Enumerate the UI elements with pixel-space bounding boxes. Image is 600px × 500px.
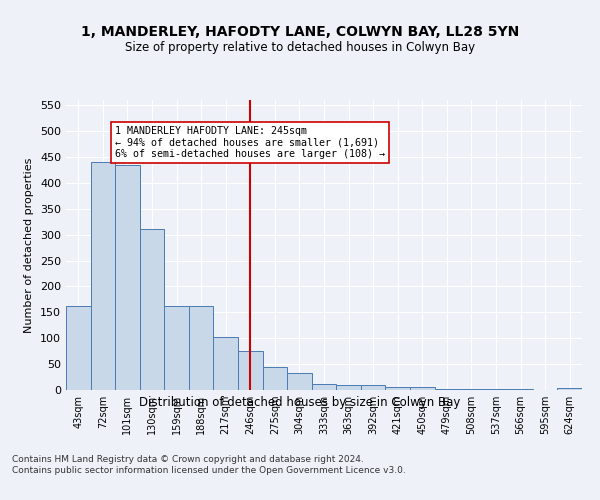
Text: Contains HM Land Registry data © Crown copyright and database right 2024.
Contai: Contains HM Land Registry data © Crown c…: [12, 456, 406, 474]
Bar: [214, 337, 238, 390]
Text: 1 MANDERLEY HAFODTY LANE: 245sqm
← 94% of detached houses are smaller (1,691)
6%: 1 MANDERLEY HAFODTY LANE: 245sqm ← 94% o…: [115, 126, 385, 159]
Text: Size of property relative to detached houses in Colwyn Bay: Size of property relative to detached ho…: [125, 41, 475, 54]
Text: 1, MANDERLEY, HAFODTY LANE, COLWYN BAY, LL28 5YN: 1, MANDERLEY, HAFODTY LANE, COLWYN BAY, …: [81, 26, 519, 40]
Bar: [115, 164, 140, 390]
Bar: [312, 384, 336, 390]
Bar: [459, 389, 484, 390]
Bar: [189, 306, 214, 390]
Text: Distribution of detached houses by size in Colwyn Bay: Distribution of detached houses by size …: [139, 396, 461, 409]
Bar: [287, 374, 312, 390]
Y-axis label: Number of detached properties: Number of detached properties: [25, 158, 34, 332]
Bar: [263, 366, 287, 390]
Bar: [238, 351, 263, 390]
Bar: [336, 385, 361, 390]
Bar: [434, 389, 459, 390]
Bar: [66, 306, 91, 390]
Bar: [91, 162, 115, 390]
Bar: [361, 385, 385, 390]
Bar: [385, 388, 410, 390]
Bar: [410, 388, 434, 390]
Bar: [557, 388, 582, 390]
Bar: [164, 306, 189, 390]
Bar: [140, 230, 164, 390]
